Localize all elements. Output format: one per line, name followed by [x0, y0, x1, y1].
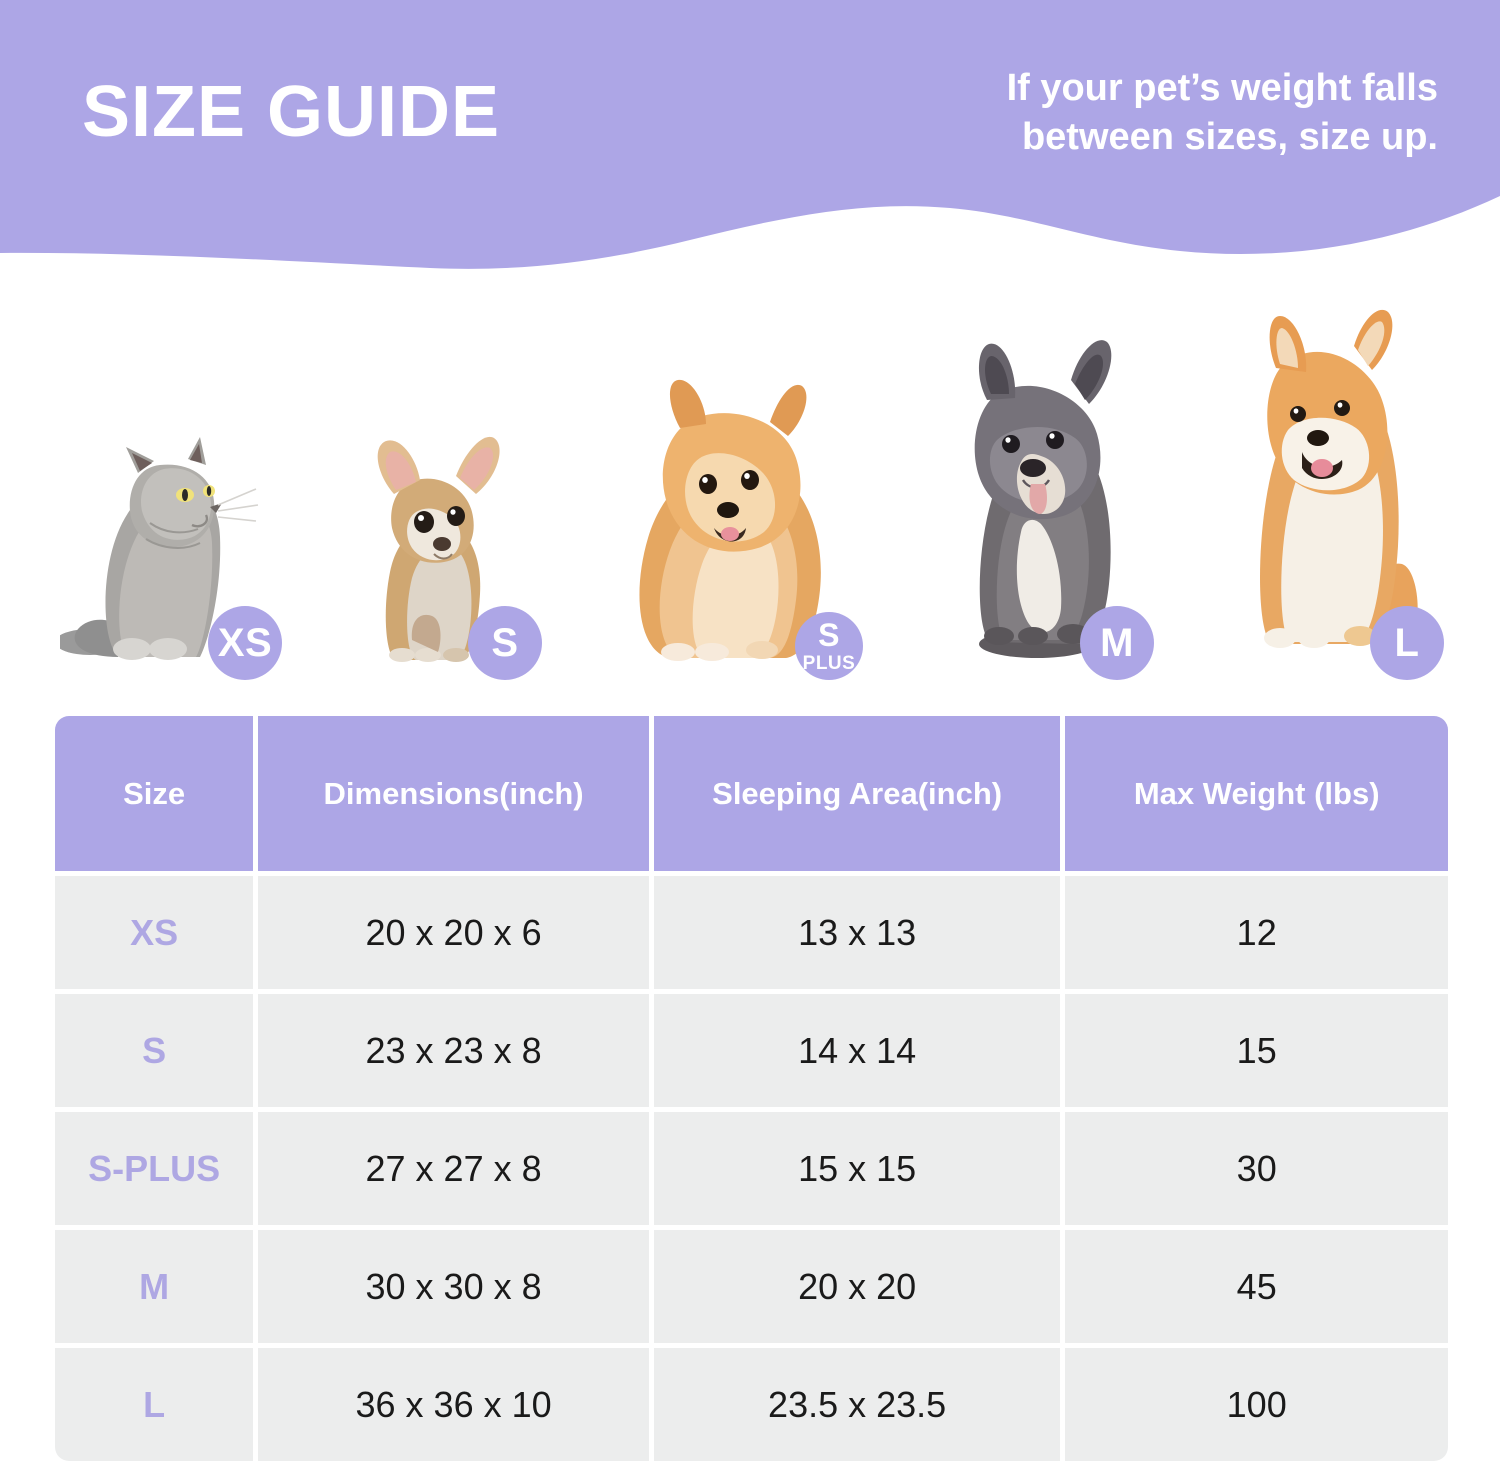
cell-size: S — [55, 994, 254, 1107]
cell-dimensions: 23 x 23 x 8 — [258, 994, 649, 1107]
column-header-sleeping-area: Sleeping Area(inch) — [653, 716, 1061, 871]
cell-sleeping-area: 14 x 14 — [653, 994, 1061, 1107]
cell-size: M — [55, 1230, 254, 1343]
size-badge-s-label: S — [491, 621, 519, 665]
cell-dimensions: 30 x 30 x 8 — [258, 1230, 649, 1343]
chihuahua-image — [377, 436, 500, 662]
cell-sleeping-area: 13 x 13 — [653, 876, 1061, 989]
table-row: M 30 x 30 x 8 20 x 20 45 — [55, 1230, 1448, 1343]
page-title: SIZE GUIDE — [82, 72, 501, 152]
column-header-max-weight: Max Weight (lbs) — [1065, 716, 1448, 871]
header-note: If your pet’s weight falls between sizes… — [1007, 64, 1438, 161]
cell-max-weight: 30 — [1065, 1112, 1448, 1225]
header-banner: SIZE GUIDE If your pet’s weight falls be… — [0, 0, 1500, 275]
cell-sleeping-area: 20 x 20 — [653, 1230, 1061, 1343]
pomeranian-image — [639, 379, 821, 661]
gray-cat-image — [60, 437, 259, 660]
table-row: S 23 x 23 x 8 14 x 14 15 — [55, 994, 1448, 1107]
size-badge-m: M — [1080, 606, 1154, 680]
size-badge-s-plus: S PLUS — [795, 612, 863, 680]
cell-dimensions: 27 x 27 x 8 — [258, 1112, 649, 1225]
cell-dimensions: 20 x 20 x 6 — [258, 876, 649, 989]
header-note-line-1: If your pet’s weight falls — [1006, 67, 1438, 110]
size-badge-xs-label: XS — [217, 621, 273, 665]
pet-card-m: M — [925, 280, 1175, 680]
cell-max-weight: 12 — [1065, 876, 1448, 989]
size-badge-xs: XS — [208, 606, 282, 680]
size-badge-s-plus-sublabel: PLUS — [802, 653, 856, 674]
cell-max-weight: 15 — [1065, 994, 1448, 1107]
cell-size: L — [55, 1348, 254, 1461]
cell-size: XS — [55, 876, 254, 989]
cell-sleeping-area: 15 x 15 — [653, 1112, 1061, 1225]
header-wave-shape — [0, 0, 1500, 269]
size-badge-l-label: L — [1394, 621, 1420, 665]
size-badge-s-plus-label: S — [818, 617, 840, 653]
column-header-dimensions: Dimensions(inch) — [258, 716, 649, 871]
size-badge-l: L — [1370, 606, 1444, 680]
size-table: Size Dimensions(inch) Sleeping Area(inch… — [55, 716, 1448, 1461]
table-row: L 36 x 36 x 10 23.5 x 23.5 100 — [55, 1348, 1448, 1461]
shiba-inu-image — [1260, 309, 1418, 648]
header-note-line-2: between sizes, size up. — [1021, 116, 1438, 158]
pet-image-strip: XS S — [0, 280, 1500, 680]
pet-card-s-plus: S PLUS — [610, 280, 870, 680]
cell-size: S-PLUS — [55, 1112, 254, 1225]
column-header-size: Size — [55, 716, 254, 871]
cell-sleeping-area: 23.5 x 23.5 — [653, 1348, 1061, 1461]
size-badge-s: S — [468, 606, 542, 680]
table-row: XS 20 x 20 x 6 13 x 13 12 — [55, 876, 1448, 989]
table-header-row: Size Dimensions(inch) Sleeping Area(inch… — [55, 716, 1448, 871]
cell-max-weight: 100 — [1065, 1348, 1448, 1461]
pet-card-xs: XS — [60, 280, 290, 680]
cell-dimensions: 36 x 36 x 10 — [258, 1348, 649, 1461]
size-badge-m-label: M — [1100, 621, 1134, 665]
pet-card-s: S — [320, 280, 550, 680]
french-bulldog-image — [974, 340, 1112, 658]
cell-max-weight: 45 — [1065, 1230, 1448, 1343]
pet-card-l: L — [1210, 280, 1460, 680]
table-row: S-PLUS 27 x 27 x 8 15 x 15 30 — [55, 1112, 1448, 1225]
